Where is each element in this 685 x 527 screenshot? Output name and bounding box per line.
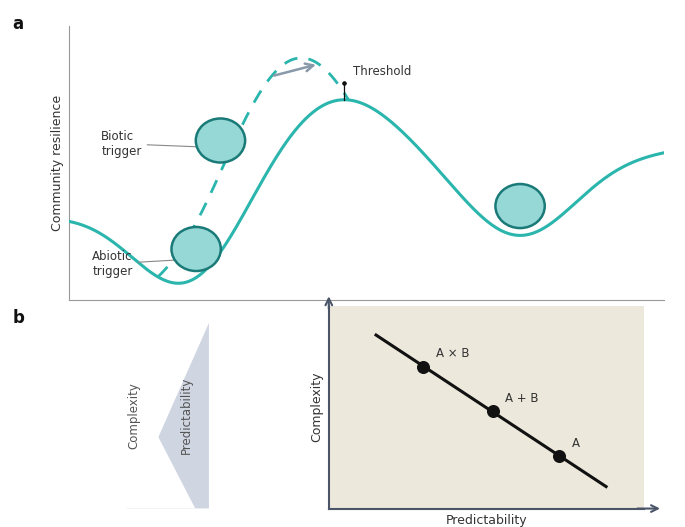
Text: Biotic
trigger: Biotic trigger	[101, 130, 203, 158]
Y-axis label: Community resilience: Community resilience	[51, 95, 64, 231]
Text: Predictability: Predictability	[180, 377, 192, 454]
Text: A × B: A × B	[436, 347, 469, 360]
X-axis label: Predictability: Predictability	[445, 514, 527, 527]
Text: A + B: A + B	[506, 392, 539, 405]
Text: Complexity: Complexity	[127, 382, 140, 449]
Text: A: A	[571, 437, 580, 450]
Point	[553, 452, 564, 460]
Text: a: a	[12, 15, 23, 33]
Ellipse shape	[495, 184, 545, 228]
Ellipse shape	[171, 227, 221, 271]
Text: b: b	[12, 309, 24, 327]
Polygon shape	[99, 323, 195, 509]
Y-axis label: Complexity: Complexity	[310, 372, 323, 442]
Point	[487, 407, 498, 415]
Ellipse shape	[196, 119, 245, 162]
Polygon shape	[127, 323, 209, 509]
Text: Threshold: Threshold	[353, 65, 412, 78]
Point	[418, 363, 429, 371]
Text: Abiotic
trigger: Abiotic trigger	[92, 250, 173, 278]
